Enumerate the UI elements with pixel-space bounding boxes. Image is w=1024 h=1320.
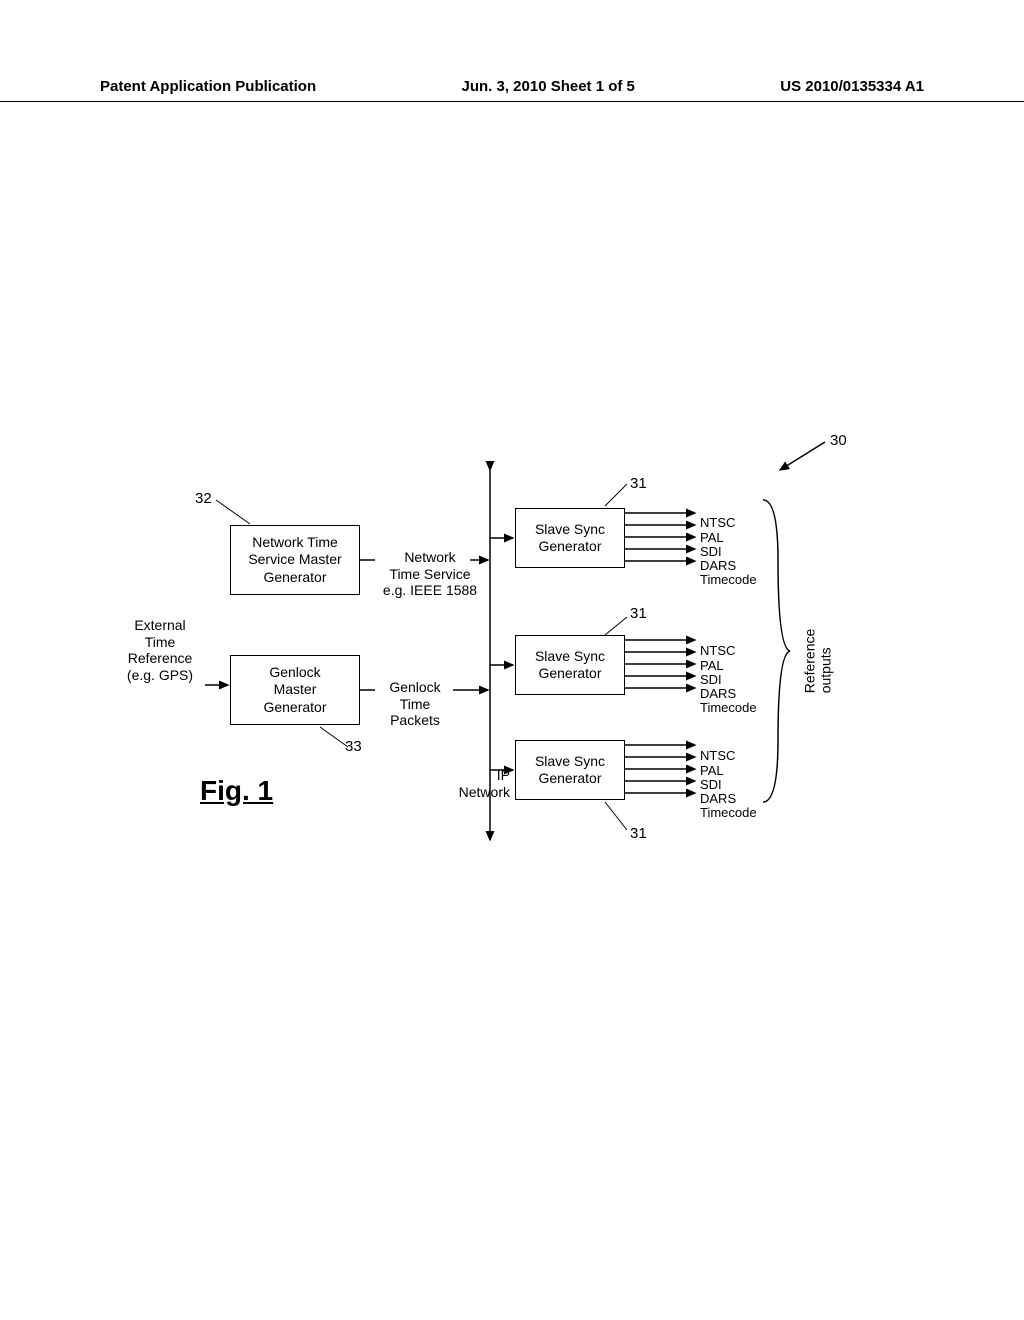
page-header: Patent Application Publication Jun. 3, 2…	[0, 78, 1024, 102]
header-center: Jun. 3, 2010 Sheet 1 of 5	[461, 78, 634, 95]
diagram-figure-1: Network Time Service Master Generator Ge…	[120, 440, 890, 880]
header-left: Patent Application Publication	[100, 78, 316, 95]
header-right: US 2010/0135334 A1	[780, 78, 924, 95]
diagram-connectors	[120, 440, 890, 880]
